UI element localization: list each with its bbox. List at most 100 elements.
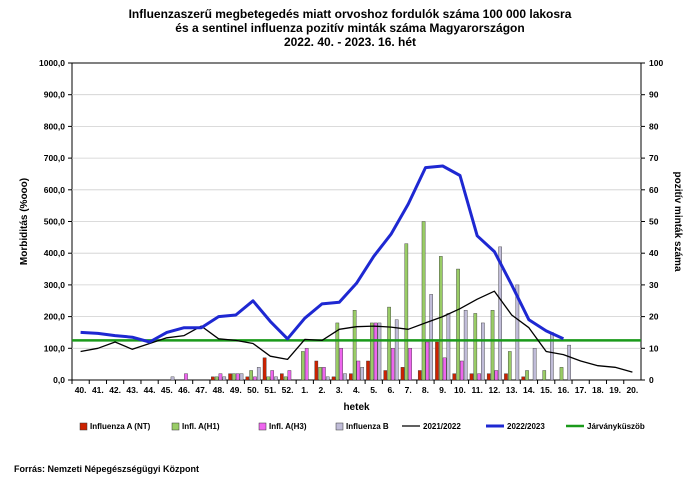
bar-3 <box>270 370 274 381</box>
bar-1 <box>452 373 457 381</box>
bar-4 <box>446 313 451 381</box>
bar-4 <box>515 284 520 381</box>
bar-4 <box>532 348 537 381</box>
bar-4 <box>343 373 347 381</box>
x-tick-label: 2. <box>318 385 325 395</box>
x-tick-label: 15. <box>540 385 552 395</box>
bar-4 <box>394 319 399 381</box>
title-line-3: 2022. 40. - 2023. 16. hét <box>284 35 416 49</box>
source-note: Forrás: Nemzeti Népegészségügyi Központ <box>14 464 200 474</box>
bar-1 <box>331 376 336 381</box>
x-tick-label: 5. <box>370 385 377 395</box>
bar-4 <box>463 310 468 381</box>
bar-1 <box>469 373 474 381</box>
x-tick-label: 18. <box>592 385 604 395</box>
left-tick-label: 700,0 <box>44 153 66 163</box>
x-tick-label: 19. <box>609 385 621 395</box>
bar-4 <box>325 376 330 381</box>
bar-2 <box>232 373 236 381</box>
right-tick-label: 10 <box>649 343 659 353</box>
bar-2 <box>370 322 374 381</box>
bar-3 <box>184 373 188 381</box>
x-tick-label: 4. <box>353 385 360 395</box>
right-tick-label: 0 <box>649 375 654 385</box>
bar-2 <box>249 370 253 381</box>
bar-2 <box>525 370 529 381</box>
bar-1 <box>417 370 422 381</box>
bar-1 <box>211 376 215 381</box>
bar-3 <box>322 367 326 381</box>
chart-title: Influenzaszerű megbetegedés miatt orvosh… <box>129 7 572 49</box>
line-series-2 <box>80 164 565 344</box>
x-tick-label: 14. <box>523 385 535 395</box>
x-tick-label: 43. <box>126 385 138 395</box>
right-tick-label: 100 <box>649 58 663 68</box>
left-tick-label: 0,0 <box>53 375 65 385</box>
plot-area: 0,0 0 100,0 10 200,0 20 300,0 30 400,0 40 500,0 50 6… <box>19 58 683 413</box>
bar-3 <box>477 373 481 381</box>
left-tick-label: 300,0 <box>44 280 66 290</box>
x-tick-label: 6. <box>387 385 394 395</box>
bar-2 <box>352 310 357 381</box>
x-tick-label: 50. <box>247 385 259 395</box>
bar-1 <box>228 373 232 381</box>
left-tick-label: 1000,0 <box>39 58 65 68</box>
legend-label: Influenza A (NT) <box>90 422 151 431</box>
left-tick-label: 500,0 <box>44 217 66 227</box>
bar-2 <box>473 313 478 381</box>
bar-2 <box>214 376 219 381</box>
x-tick-label: 46. <box>178 385 190 395</box>
x-tick-label: 11. <box>472 385 483 395</box>
x-tick-label: 7. <box>405 385 412 395</box>
bar-2 <box>283 376 288 381</box>
left-tick-label: 200,0 <box>44 312 66 322</box>
x-tick-label: 49. <box>230 385 242 395</box>
bar-3 <box>218 373 223 381</box>
bar-2 <box>507 351 512 381</box>
bar-3 <box>356 360 361 381</box>
legend-label: Infl. A(H3) <box>269 422 307 431</box>
right-tick-label: 50 <box>649 217 659 227</box>
bar-3 <box>235 373 240 381</box>
right-tick-label: 30 <box>649 280 659 290</box>
line-series-1 <box>80 290 633 373</box>
x-tick-label: 52. <box>282 385 294 395</box>
left-tick-label: 100,0 <box>44 343 66 353</box>
bar-4 <box>377 322 382 381</box>
bar-2 <box>301 351 305 381</box>
bar-1 <box>486 373 491 381</box>
legend-label: Influenza B <box>346 422 389 431</box>
legend-swatch <box>258 422 267 431</box>
legend-swatch <box>79 422 88 431</box>
bar-3 <box>373 322 378 381</box>
bar-4 <box>222 376 227 381</box>
bar-3 <box>460 360 464 381</box>
x-tick-label: 40. <box>75 385 87 395</box>
x-tick-label: 13. <box>506 385 518 395</box>
bar-1 <box>314 360 319 381</box>
legend-swatch <box>171 422 180 431</box>
title-line-2: és a sentinel influenza pozitív minták s… <box>175 21 524 35</box>
legend-label: 2022/2023 <box>507 422 545 431</box>
right-tick-label: 40 <box>649 248 659 258</box>
bar-1 <box>400 367 405 381</box>
right-tick-label: 20 <box>649 312 659 322</box>
right-tick-label: 90 <box>649 90 659 100</box>
right-tick-label: 80 <box>649 121 659 131</box>
bar-3 <box>442 357 447 381</box>
bar-2 <box>559 367 564 381</box>
bar-1 <box>435 341 439 381</box>
bar-3 <box>494 370 499 381</box>
bar-1 <box>280 373 284 381</box>
bar-3 <box>408 348 412 381</box>
bar-2 <box>490 310 495 381</box>
x-axis-label: hetek <box>343 402 370 413</box>
x-tick-label: 41. <box>92 385 104 395</box>
x-tick-label: 9. <box>439 385 446 395</box>
y-axis-label-left: Morbiditás (%ooo) <box>19 178 30 265</box>
bar-4 <box>170 376 175 381</box>
bar-4 <box>498 246 502 381</box>
bar-1 <box>262 357 267 381</box>
bar-2 <box>404 243 409 381</box>
bar-1 <box>383 370 388 381</box>
